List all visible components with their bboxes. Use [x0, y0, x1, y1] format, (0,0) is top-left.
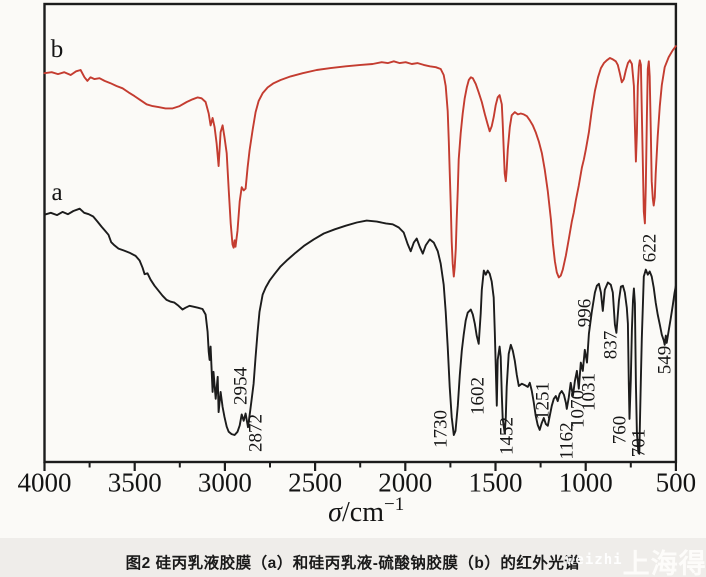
x-axis-title: σ/cm−1 [328, 494, 404, 528]
x-tick-label: 3500 [108, 468, 162, 498]
peak-label-701: 701 [629, 429, 650, 458]
series-a-label: a [51, 179, 62, 206]
x-tick-label: 1500 [469, 468, 523, 498]
x-tick-label: 1000 [559, 468, 613, 498]
peak-label-1070: 1070 [568, 390, 589, 428]
peak-label-1031: 1031 [579, 373, 600, 411]
peak-label-549: 549 [655, 346, 676, 375]
peak-label-622: 622 [640, 234, 661, 263]
figure-caption: 图2 硅丙乳液胶膜（a）和硅丙乳液-硫酸钠胶膜（b）的红外光谱 [125, 555, 581, 572]
peak-label-2872: 2872 [246, 414, 267, 452]
spectrum-plot: 4000 3500 3000 2500 2000 1500 1000 500 σ/cm−1 a b 2… [18, 2, 697, 528]
caption-strip: 图2 硅丙乳液胶膜（a）和硅丙乳液-硫酸钠胶膜（b）的红外光谱 [0, 538, 706, 577]
peak-label-1602: 1602 [468, 377, 489, 415]
peak-label-1452: 1452 [497, 417, 518, 455]
peak-label-2954: 2954 [231, 367, 252, 406]
peak-label-837: 837 [601, 331, 622, 360]
x-tick-label: 2000 [378, 468, 432, 498]
peak-label-1162: 1162 [557, 422, 578, 459]
peak-label-1730: 1730 [431, 410, 452, 448]
x-tick-label: 4000 [18, 468, 72, 498]
peak-label-760: 760 [610, 416, 631, 445]
series-b-label: b [51, 36, 64, 63]
x-tick-label: 2500 [288, 468, 342, 498]
series-a-curve [43, 207, 677, 455]
x-tick-label: 500 [656, 468, 697, 498]
peak-label-1251: 1251 [533, 382, 554, 420]
series-b-curve [43, 45, 677, 279]
x-tick-label: 3000 [198, 468, 252, 498]
peak-label-996: 996 [575, 299, 596, 328]
